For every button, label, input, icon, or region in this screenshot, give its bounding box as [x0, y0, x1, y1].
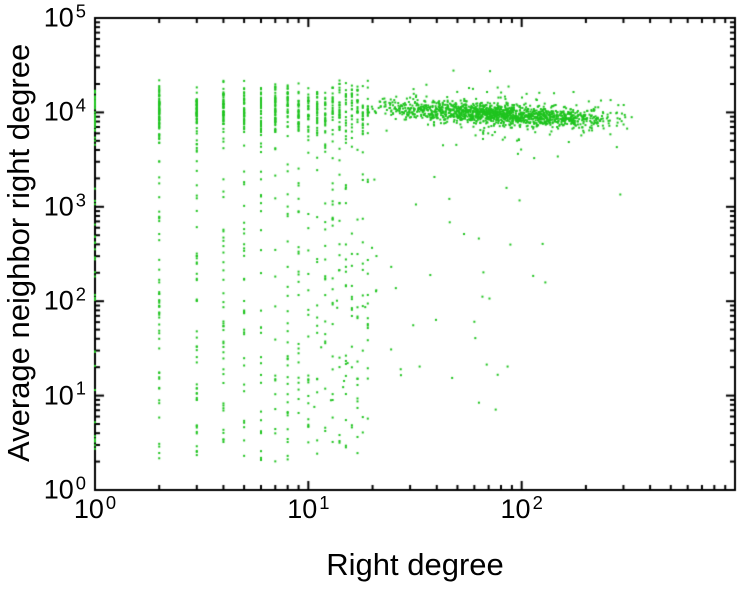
y-tick-label: 10 3: [43, 189, 86, 222]
y-tick-labels: 10 0 10 1 10 2 10 3 10 4 10 5: [0, 0, 88, 600]
x-tick-label: 10 2: [500, 491, 543, 524]
y-tick-label: 10 1: [43, 377, 86, 411]
x-tick-labels: 10 0 10 1 10 2: [0, 491, 739, 532]
x-tick-label: 10 1: [287, 491, 330, 524]
y-tick-label: 10 2: [43, 283, 86, 316]
x-tick-label: 10 0: [73, 491, 117, 524]
y-tick-label: 10 0: [43, 472, 86, 505]
x-axis-label: Right degree: [326, 547, 504, 582]
y-tick-label: 10 5: [43, 0, 86, 33]
y-tick-label: 10 4: [43, 94, 86, 127]
